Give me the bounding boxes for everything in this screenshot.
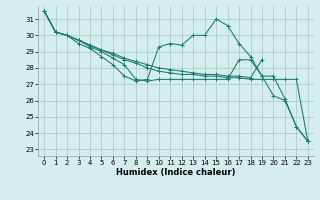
- X-axis label: Humidex (Indice chaleur): Humidex (Indice chaleur): [116, 168, 236, 177]
